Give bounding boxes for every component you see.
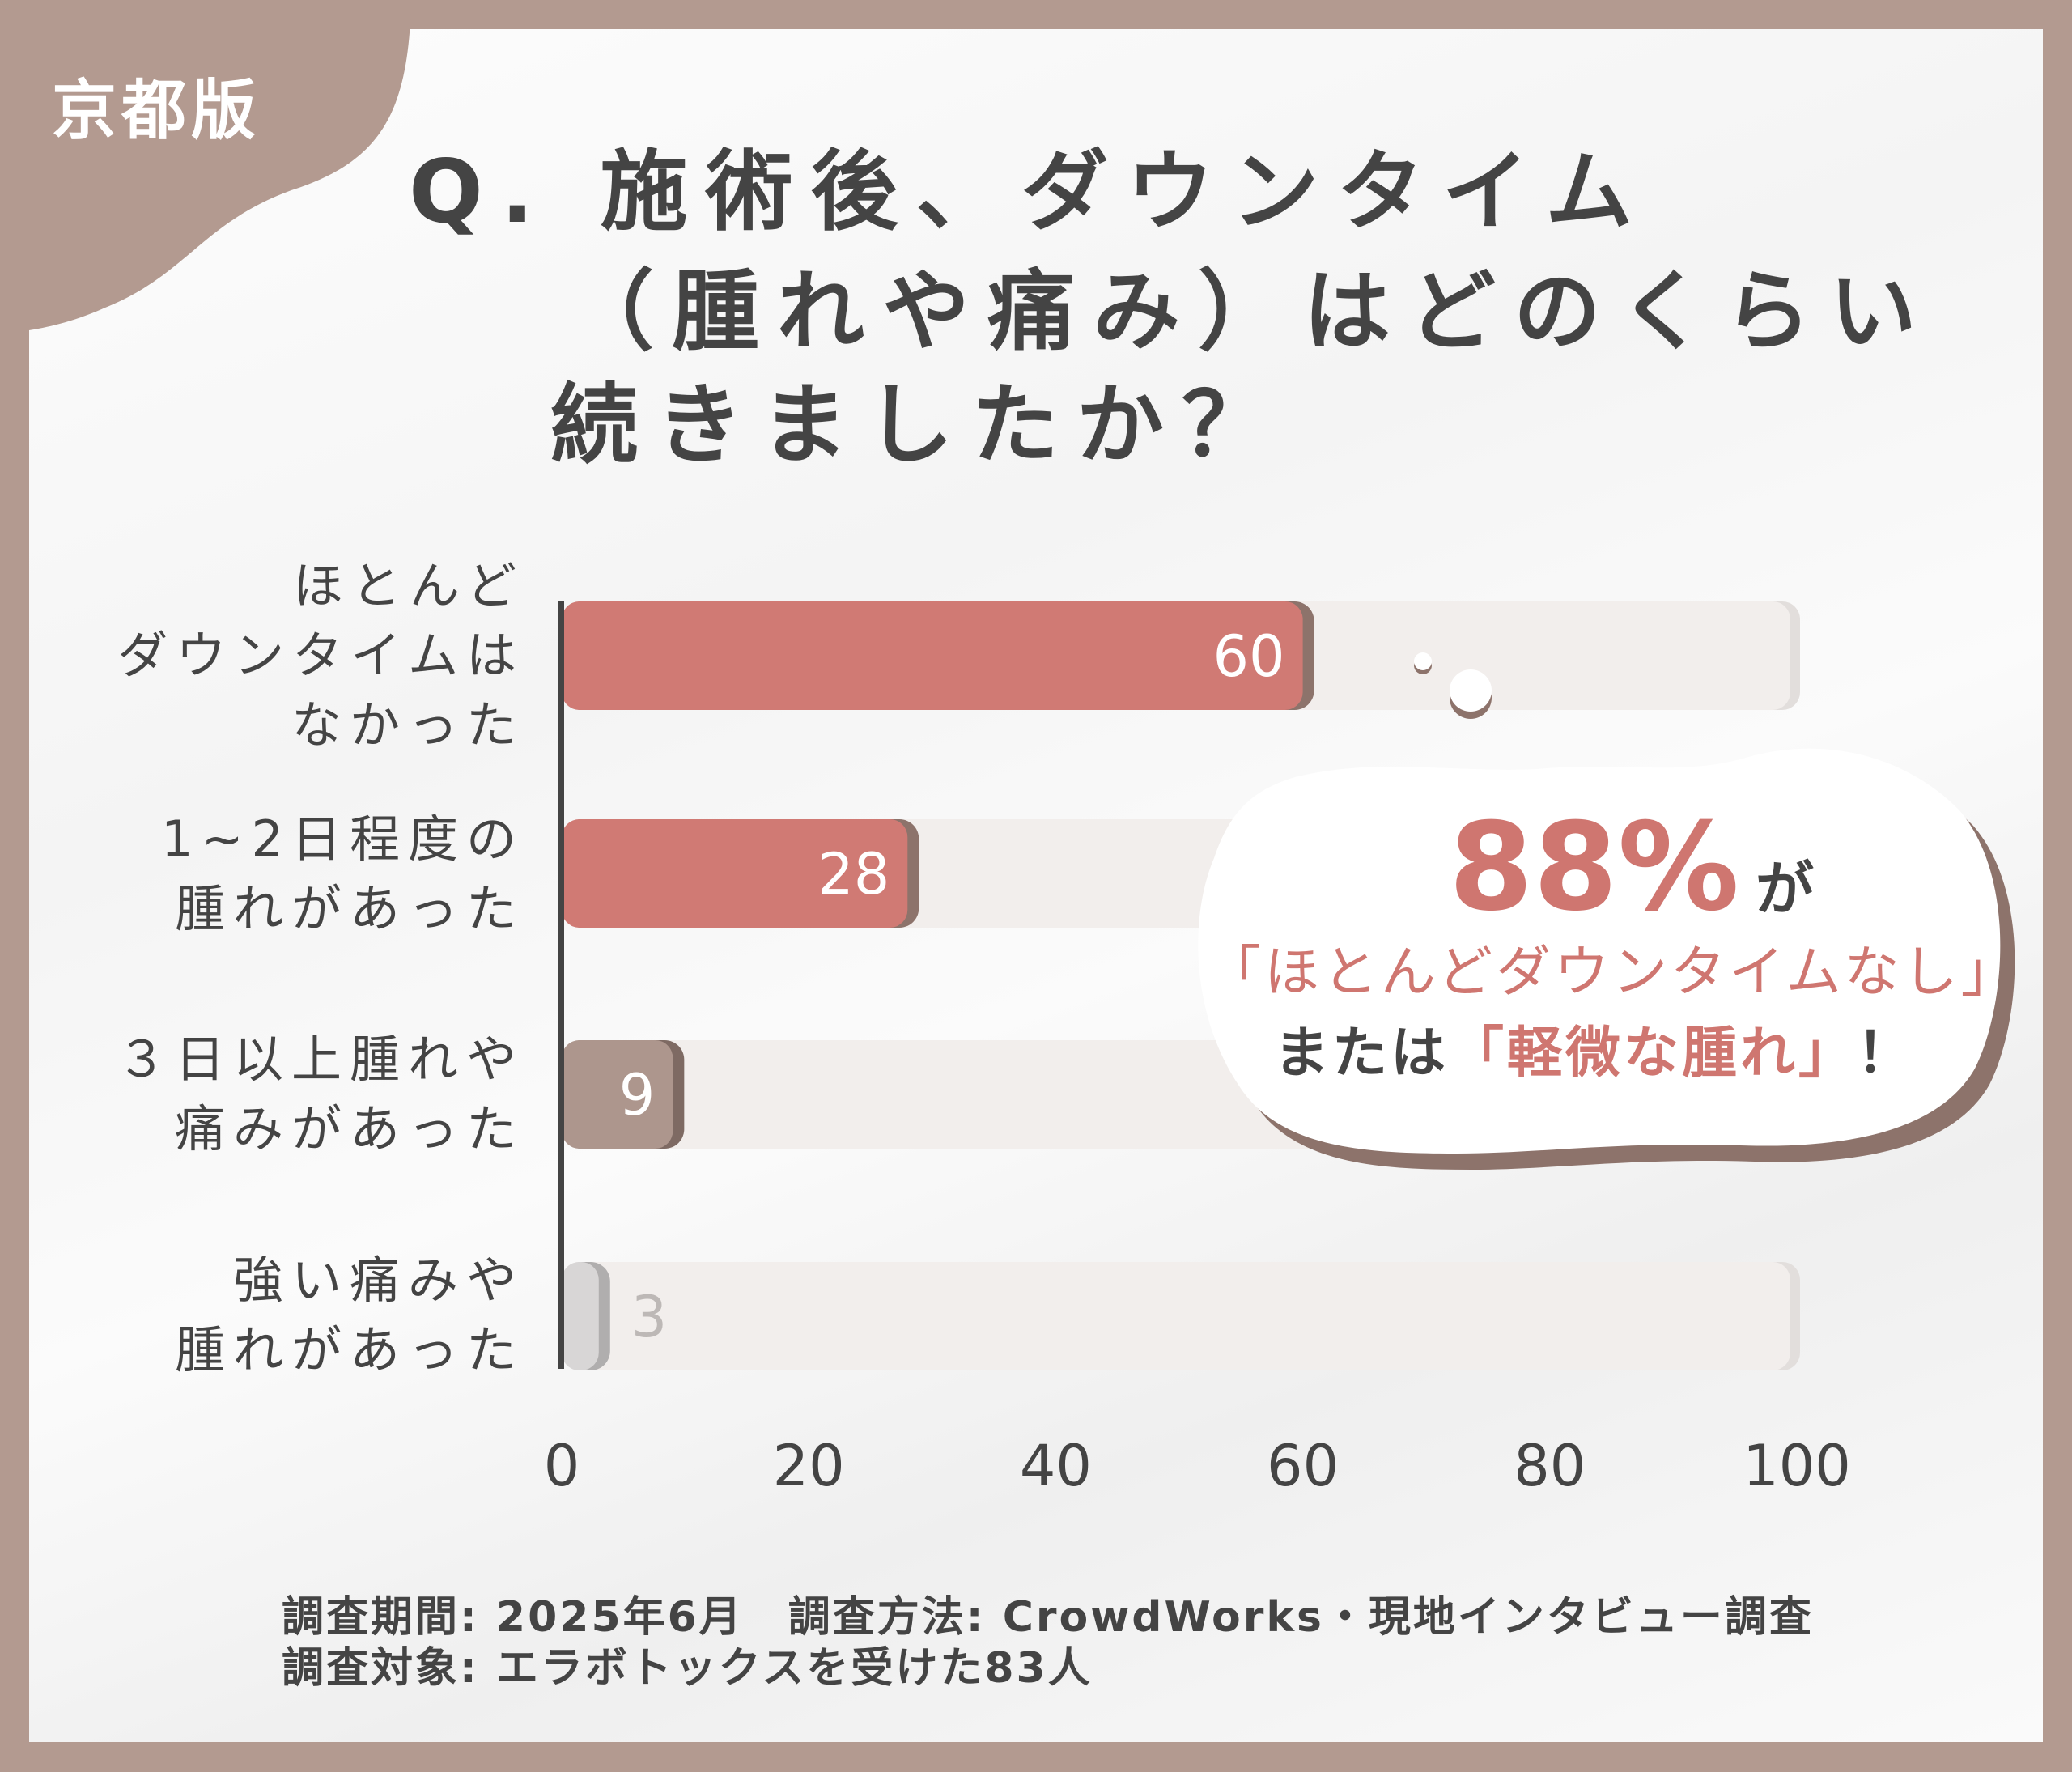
bar [562,601,1303,710]
category-label: 強い痛みや 腫れがあった [174,1251,524,1379]
x-tick-label: 100 [1743,1433,1851,1499]
bar-value-label: 9 [619,1062,656,1128]
category-label: 1~2日程度の 腫れがあった [161,810,524,938]
corner-decoration [0,0,411,332]
title-line-1: Q. 施術後、ダウンタイム [409,142,1651,243]
category-label: ほとんど ダウンタイムは なかった [117,556,524,754]
footer-survey-target: 調査対象: エラボトックスを受けた83人 [282,1644,1093,1693]
bar-track [562,1262,1790,1370]
category-label: ３日以上腫れや 痛みがあった [116,1030,524,1158]
x-tick-label: 40 [1019,1433,1092,1499]
callout-exclaim: ！ [1857,1022,1916,1086]
x-tick-label: 0 [543,1433,580,1499]
callout-percent: 88% [1449,797,1740,938]
x-tick-label: 60 [1267,1433,1340,1499]
callout-quote-1: 「ほとんどダウンタイムなし」 [1206,941,2019,1005]
callout-quote-2: 「軽微な腫れ」 [1448,1022,1857,1086]
bar [562,1040,673,1149]
title-line-2: （腫れや痛み）はどのくらい [567,261,1935,363]
bar-value-label: 60 [1213,623,1285,690]
bar-value-label: 28 [817,841,890,907]
x-tick-label: 80 [1514,1433,1586,1499]
callout-line-3: または「軽微な腫れ」！ [1206,1008,1983,1088]
callout-particle: が [1756,855,1815,923]
bar [562,819,908,928]
bar-value-label: 3 [631,1284,668,1350]
bar [562,1262,599,1370]
x-tick-label: 20 [772,1433,845,1499]
callout-or: または [1273,1022,1449,1086]
y-axis-line [558,601,564,1369]
callout-headline: 88% が [1449,797,1814,938]
title-line-3: 続きましたか？ [550,375,1288,476]
region-badge: 京都版 [52,73,261,148]
footer-survey-period-method: 調査期間: 2025年6月 調査方法: CrowdWorks・現地インタビュー調… [282,1593,1814,1642]
